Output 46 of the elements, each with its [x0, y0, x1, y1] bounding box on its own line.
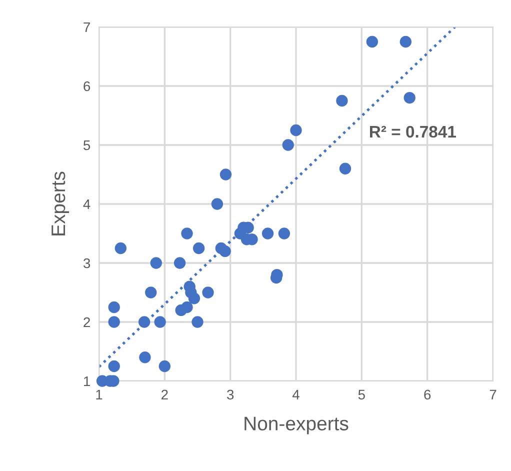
point	[154, 316, 166, 328]
point	[108, 301, 120, 314]
point	[219, 245, 231, 258]
point	[400, 36, 412, 48]
point	[145, 286, 157, 298]
point	[138, 316, 150, 328]
point	[174, 257, 186, 269]
y-axis-title: Experts	[52, 172, 70, 236]
point	[336, 94, 348, 107]
x-tick-label: 2	[162, 390, 168, 400]
y-tick-label: 1	[84, 376, 90, 386]
point	[202, 286, 214, 298]
x-tick-label: 3	[227, 390, 234, 400]
point	[366, 36, 378, 48]
point	[220, 168, 232, 180]
point	[262, 228, 274, 240]
y-tick-label: 4	[83, 199, 90, 210]
point	[150, 257, 162, 269]
point	[290, 124, 302, 136]
x-axis-title: Non-experts	[244, 416, 348, 434]
point	[108, 360, 120, 372]
y-tick-label: 7	[84, 22, 90, 32]
y-tick-label: 3	[83, 258, 90, 268]
x-tick-label: 6	[424, 390, 431, 400]
point	[278, 228, 290, 240]
point	[192, 242, 205, 254]
point	[339, 162, 352, 174]
point	[192, 316, 204, 328]
point	[404, 92, 416, 104]
annotation: R² = 0.7841	[370, 126, 456, 138]
point	[211, 198, 224, 210]
point	[181, 301, 193, 314]
point	[181, 228, 193, 240]
x-tick-label: 7	[490, 390, 496, 400]
y-tick-label: 2	[84, 317, 90, 328]
point	[114, 242, 127, 254]
x-tick-label: 4	[292, 390, 300, 400]
x-tick-label: 5	[358, 390, 365, 400]
x-tick-label: 1	[96, 390, 102, 400]
y-tick-label: 6	[84, 81, 90, 92]
point	[108, 316, 120, 328]
point	[188, 292, 200, 304]
y-tick-label: 5	[84, 140, 90, 150]
point	[139, 352, 151, 364]
point	[158, 360, 171, 372]
point	[282, 139, 294, 151]
